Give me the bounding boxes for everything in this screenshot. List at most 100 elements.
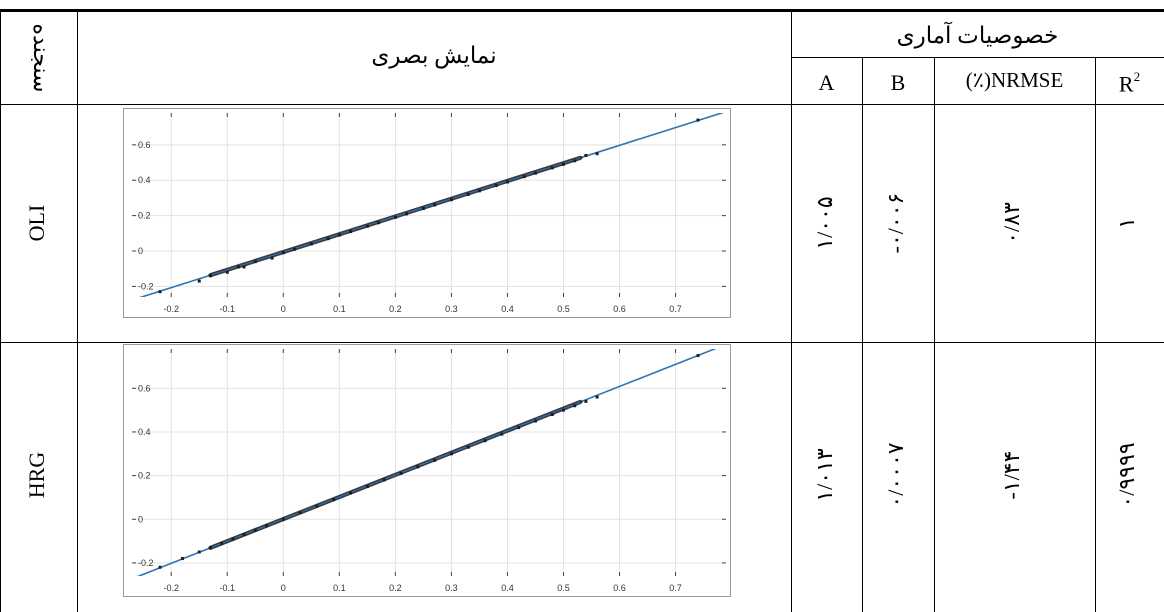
value-a-oli: ۱/۰۰۵ <box>812 196 837 250</box>
x-tick-label: 0.1 <box>333 304 346 314</box>
data-point <box>253 260 257 264</box>
x-tick-label: 0 <box>281 583 286 593</box>
data-point <box>281 251 285 255</box>
data-point <box>550 412 554 416</box>
stats-header: خصوصیات آماری <box>896 23 1059 48</box>
data-point <box>332 498 336 502</box>
data-point <box>573 159 577 163</box>
y-tick-label: 0.2 <box>138 211 151 221</box>
data-point <box>533 171 537 175</box>
data-point <box>158 290 162 294</box>
data-point <box>595 395 599 399</box>
data-point <box>231 537 235 541</box>
y-tick-label: 0.2 <box>138 471 151 481</box>
data-point <box>236 265 240 269</box>
stats-header-divider <box>791 57 1164 58</box>
data-point <box>533 419 537 423</box>
data-point <box>264 524 268 528</box>
data-point <box>309 242 313 246</box>
data-point <box>696 354 700 358</box>
data-point <box>433 203 437 207</box>
data-point <box>298 511 302 515</box>
y-tick-label: 0 <box>138 514 143 524</box>
value-nrmse-hrg: -۱/۴۴ <box>999 450 1024 500</box>
data-point <box>466 445 470 449</box>
data-point <box>433 458 437 462</box>
x-tick-label: -0.2 <box>163 583 179 593</box>
x-tick-label: 0.2 <box>389 304 402 314</box>
value-r2-oli: ۱ <box>1114 217 1139 229</box>
visual-header: نمایش بصری <box>371 43 497 68</box>
data-point <box>550 166 554 170</box>
x-tick-label: 0.3 <box>445 583 458 593</box>
data-point <box>337 233 341 237</box>
scatter-plot-hrg: -0.2 -0.1 0 0.1 0.2 0.3 0.4 0.5 0.6 0.7 -0.2 0 0.2 0.… <box>123 344 731 597</box>
data-point <box>208 274 212 278</box>
data-point <box>416 465 420 469</box>
x-tick-label: 0.5 <box>557 304 570 314</box>
r2-symbol: R <box>1118 71 1134 97</box>
data-point <box>505 180 509 184</box>
x-tick-label: 0.3 <box>445 304 458 314</box>
x-tick-label: 0.4 <box>501 583 514 593</box>
data-point <box>242 533 246 537</box>
sensor-label-oli: OLI <box>24 204 49 242</box>
data-point <box>326 237 330 241</box>
data-point <box>253 528 257 532</box>
data-point <box>449 198 453 202</box>
column-header-b: B <box>890 70 906 95</box>
y-tick-label: -0.2 <box>138 558 154 568</box>
y-tick-label: 0 <box>138 246 143 256</box>
scatter-plot-hrg-svg: -0.2 -0.1 0 0.1 0.2 0.3 0.4 0.5 0.6 0.7 -0.2 0 0.2 0.… <box>132 349 726 593</box>
data-point <box>220 541 224 545</box>
data-point <box>208 546 212 550</box>
data-point <box>158 565 162 569</box>
data-point <box>573 404 577 408</box>
x-tick-label: 0.1 <box>333 583 346 593</box>
data-point <box>180 557 184 561</box>
scatter-plot-oli-svg: -0.2 -0.1 0 0.1 0.2 0.3 0.4 0.5 0.6 0.7 -0.2 0 0.2 0.… <box>132 113 726 314</box>
x-tick-label: 0 <box>281 304 286 314</box>
data-point <box>365 485 369 489</box>
col-divider-b-nrmse <box>934 57 935 612</box>
data-point <box>399 471 403 475</box>
value-a-hrg: ۱/۰۱۳ <box>812 448 837 502</box>
col-divider-nrmse-r2 <box>1095 57 1096 612</box>
data-point <box>561 162 565 166</box>
x-tick-label: 0.7 <box>669 583 682 593</box>
data-point <box>522 175 526 179</box>
data-point <box>242 265 246 269</box>
table-left-border <box>0 9 1 612</box>
scatter-plot-oli: -0.2 -0.1 0 0.1 0.2 0.3 0.4 0.5 0.6 0.7 -0.2 0 0.2 0.… <box>123 108 731 318</box>
col-divider-instrument <box>77 9 78 612</box>
data-point <box>281 517 285 521</box>
data-point <box>500 432 504 436</box>
data-point <box>584 153 588 157</box>
sensor-label-hrg: HRG <box>24 451 49 499</box>
value-r2-hrg: ۰/۹۹۹۹ <box>1114 442 1139 508</box>
data-point <box>349 491 353 495</box>
data-point <box>449 452 453 456</box>
data-point <box>349 230 353 234</box>
data-point <box>595 152 599 156</box>
x-tick-label: -0.1 <box>220 304 236 314</box>
row-divider <box>0 342 1164 343</box>
data-point <box>393 215 397 219</box>
data-point <box>365 224 369 228</box>
data-point <box>270 256 274 260</box>
value-b-oli: -۰/۰۰۶ <box>883 192 908 254</box>
r2-superscript: 2 <box>1133 69 1141 84</box>
x-tick-label: -0.2 <box>163 304 179 314</box>
instrument-header: سنجنده <box>29 23 54 93</box>
y-tick-label: 0.4 <box>138 175 151 185</box>
x-tick-label: 0.6 <box>613 583 626 593</box>
x-tick-label: 0.7 <box>669 304 682 314</box>
data-point <box>197 550 201 554</box>
data-point <box>293 247 297 251</box>
y-tick-label: 0.4 <box>138 427 151 437</box>
data-point <box>421 207 425 211</box>
x-tick-label: 0.2 <box>389 583 402 593</box>
column-header-nrmse: (٪)NRMSE <box>965 68 1064 92</box>
header-bottom-border <box>0 104 1164 105</box>
data-point <box>584 399 588 403</box>
